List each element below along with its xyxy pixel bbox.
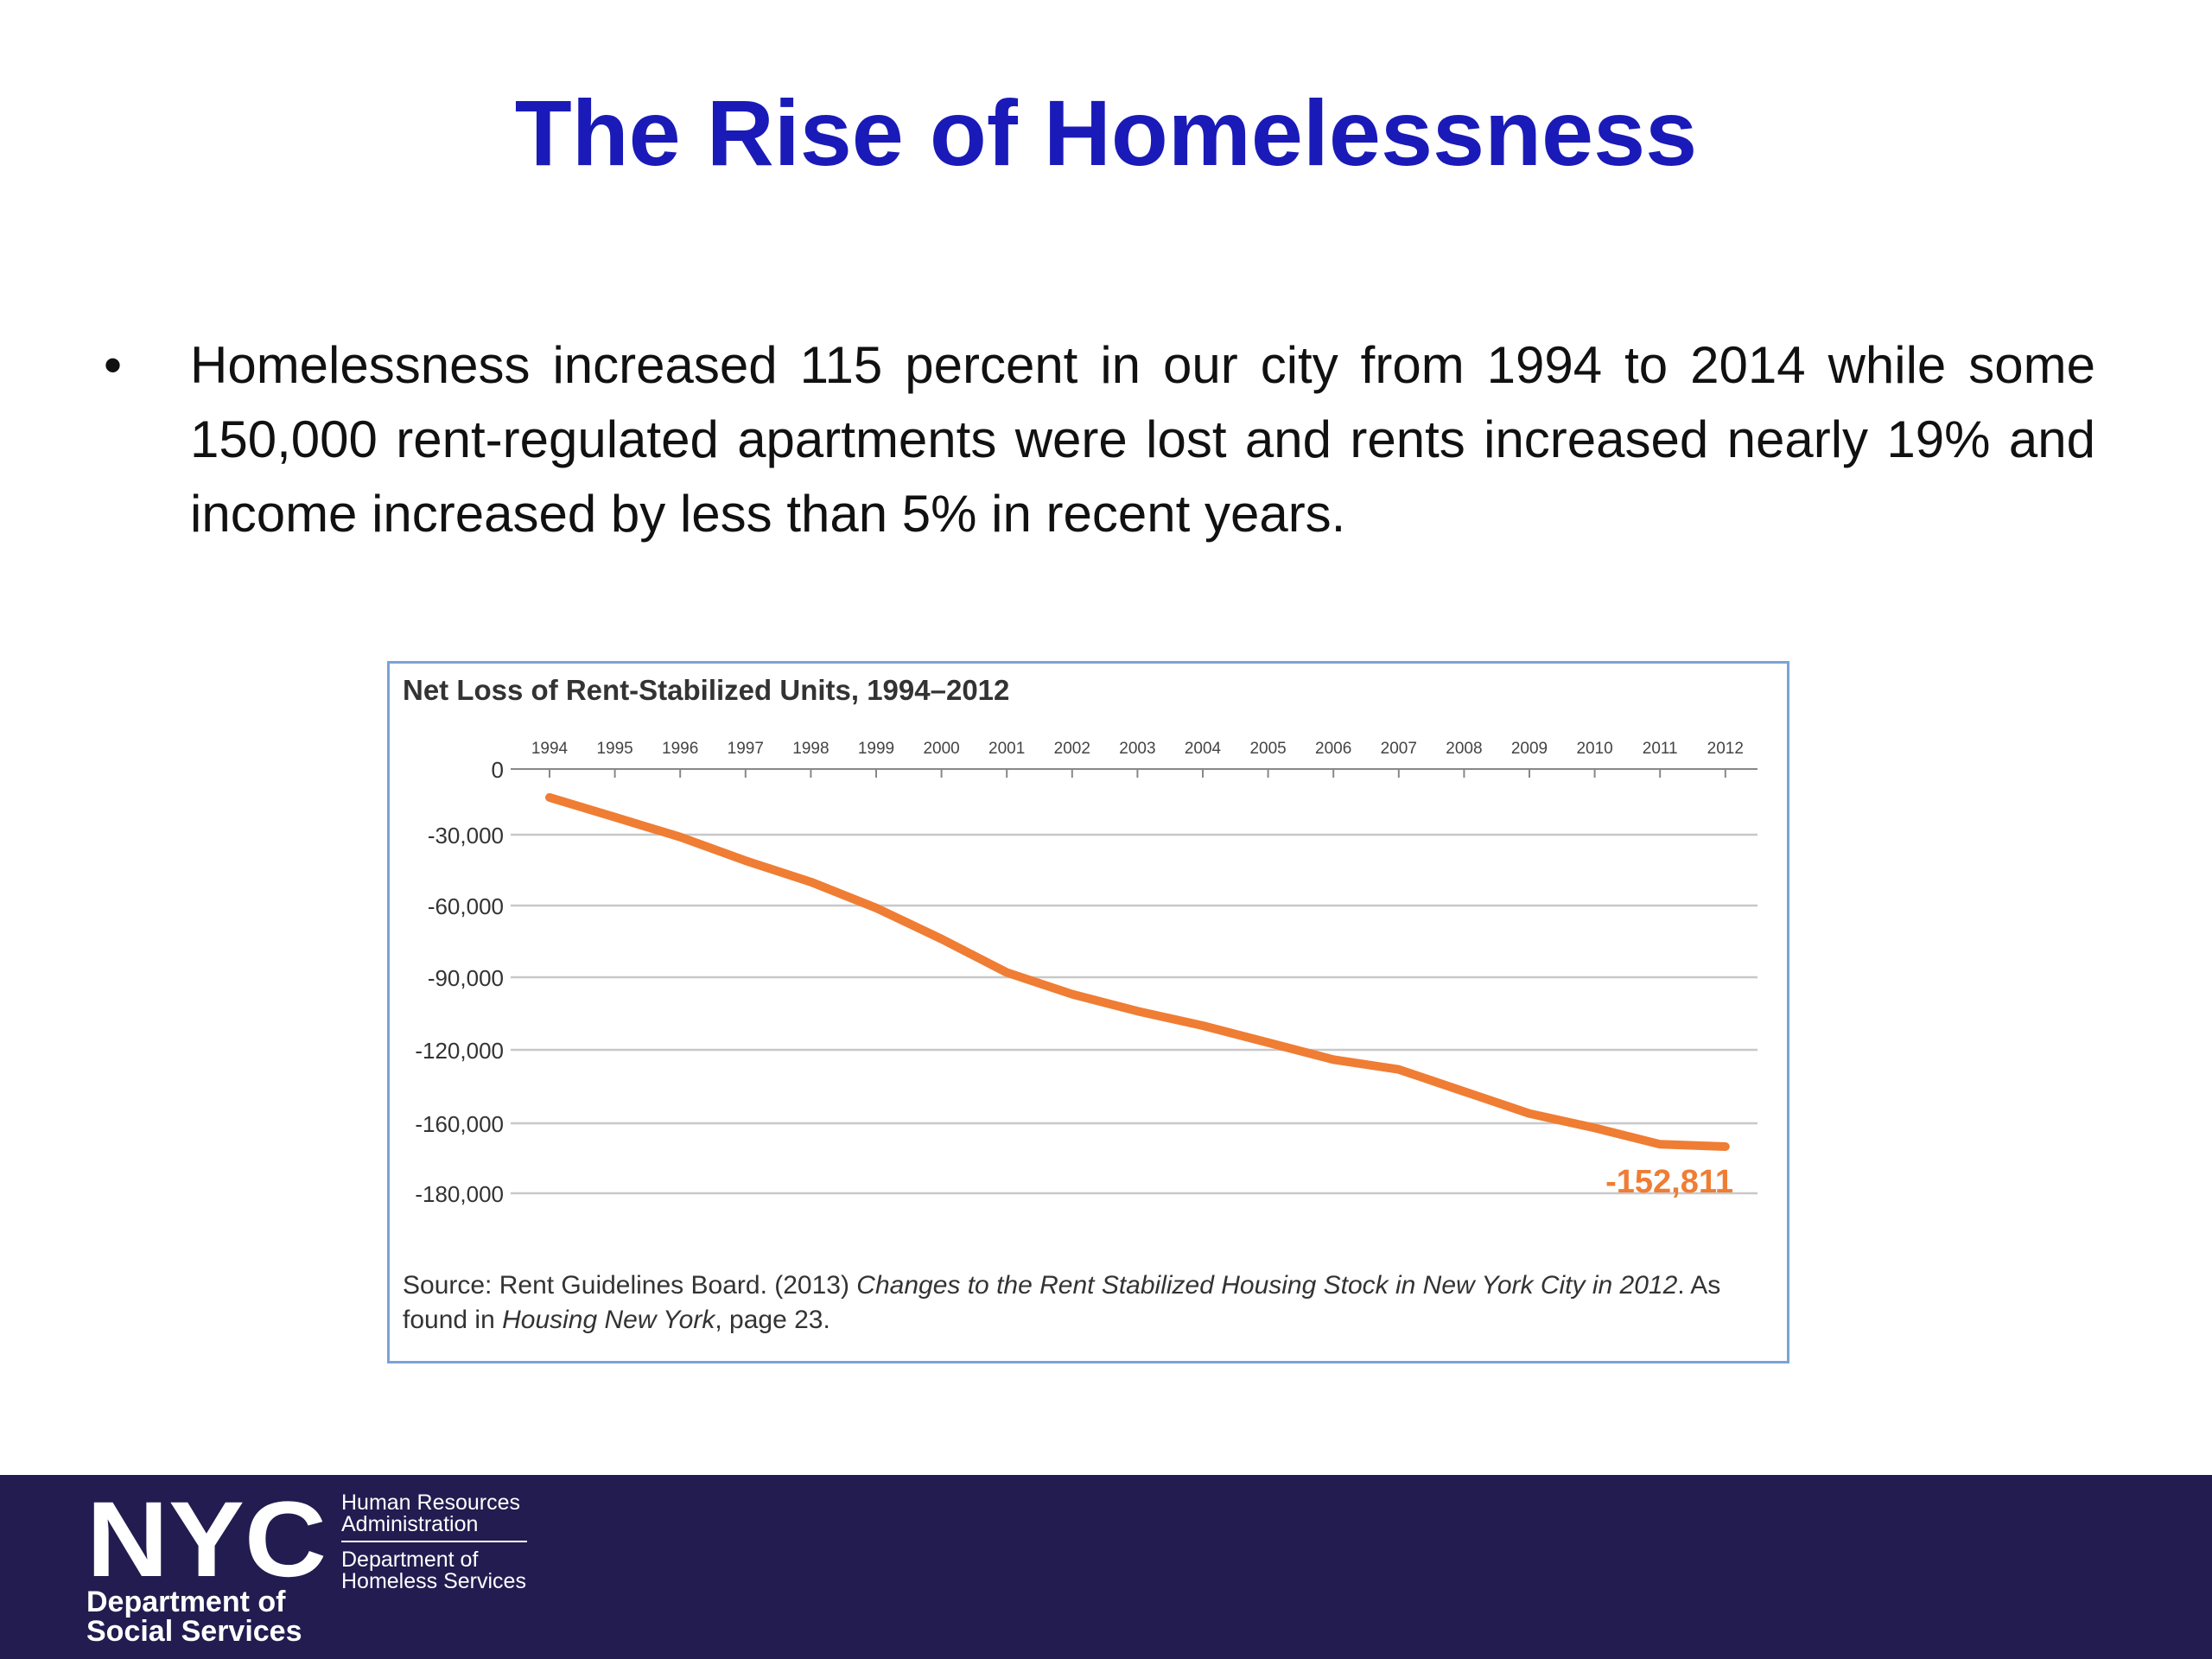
source-mid: . As found in [403,1271,1721,1334]
x-tick-label: 2007 [1381,740,1417,758]
y-tick-label: -160,000 [415,1111,504,1137]
y-tick-label: -120,000 [415,1038,504,1064]
x-tick-label: 2005 [1249,740,1286,758]
x-tick-label: 2012 [1707,740,1744,758]
logo-text: NYC [86,1497,327,1583]
hra-line-2: Administration [341,1512,479,1536]
y-tick-label: -180,000 [415,1181,504,1207]
y-tick-label: -60,000 [428,893,504,919]
x-tick-label: 1994 [531,740,569,758]
x-tick-label: 2006 [1315,740,1351,758]
x-tick-label: 1998 [792,740,829,758]
dept-line-1: Department of [86,1586,286,1618]
x-tick-label: 1997 [728,740,764,758]
x-tick-label: 2010 [1576,740,1612,758]
dhs-name: Department of Homeless Services [341,1542,527,1592]
bullet-marker: • [104,336,123,394]
line-chart: 0 -30,000 -60,000 -90,000 -120,000 -160,000 -1… [415,740,1758,1207]
x-tick-label: 2002 [1054,740,1090,758]
x-tick-label: 2009 [1511,740,1548,758]
x-tick-label: 1995 [596,740,632,758]
dhs-line-1: Department of [341,1548,479,1572]
x-tick-label: 2011 [1643,740,1678,758]
x-tick-label: 2003 [1119,740,1155,758]
nyc-logo: NYC [86,1497,327,1583]
x-tick-label: 1996 [662,740,698,758]
x-tick-label: 1999 [858,740,894,758]
hra-line-1: Human Resources [341,1491,521,1515]
y-tick-label: -90,000 [428,965,504,991]
source-prefix: Source: Rent Guidelines Board. (2013) [403,1271,857,1300]
x-tick-label: 2004 [1185,740,1222,758]
series-line [545,792,1730,1151]
y-tick-label: 0 [492,757,504,783]
y-tick-label: -30,000 [428,823,504,849]
source-suffix: , page 23. [715,1306,830,1334]
source-title: Changes to the Rent Stabilized Housing S… [856,1271,1678,1300]
bullet-text: Homelessness increased 115 percent in ou… [190,336,2095,543]
dept-social-services: Department of Social Services [86,1587,302,1646]
dhs-line-2: Homeless Services [341,1569,526,1593]
source-book: Housing New York [502,1306,715,1334]
agency-block: Human Resources Administration Departmen… [341,1492,527,1592]
dept-line-2: Social Services [86,1615,302,1648]
slide-title: The Rise of Homelessness [514,80,1698,185]
data-label: -152,811 [1605,1164,1733,1200]
chart-panel: Net Loss of Rent-Stabilized Units, 1994–… [387,661,1789,1363]
footer-bar: NYC Department of Social Services Human … [0,1475,2212,1659]
x-tick-label: 2000 [923,740,959,758]
chart-title: Net Loss of Rent-Stabilized Units, 1994–… [403,674,1010,706]
chart-source: Source: Rent Guidelines Board. (2013) Ch… [403,1268,1768,1338]
hra-name: Human Resources Administration [341,1492,527,1542]
x-tick-label: 2008 [1446,740,1482,758]
x-tick-label: 2001 [988,740,1025,758]
